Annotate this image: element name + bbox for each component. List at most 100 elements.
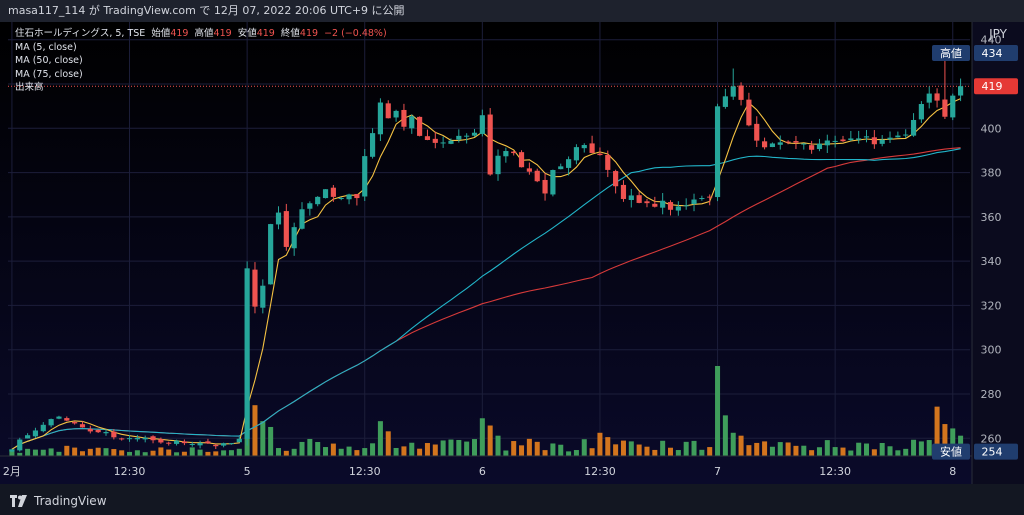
- volume-bar: [707, 447, 713, 456]
- volume-bar: [581, 439, 587, 456]
- candle-body: [417, 116, 423, 136]
- x-tick-label: 6: [479, 465, 486, 478]
- candle-body: [581, 145, 587, 149]
- volume-bar: [722, 415, 728, 456]
- candle-body: [173, 440, 180, 444]
- volume-bar: [730, 432, 736, 456]
- candle-body: [754, 123, 760, 141]
- candle-body: [448, 140, 454, 144]
- candle-body: [338, 197, 344, 199]
- low-marker: 254 安値: [932, 443, 1018, 460]
- candle-body: [613, 171, 619, 187]
- volume-bar: [119, 450, 125, 456]
- candle-body: [362, 156, 368, 197]
- candle-body: [197, 442, 203, 446]
- candle-body: [79, 424, 86, 428]
- candle-body: [111, 431, 117, 438]
- volume-bar: [464, 441, 470, 456]
- candlestick-chart[interactable]: JPY2602803003203403603804004204402月12:30…: [0, 22, 1024, 487]
- candle-body: [620, 184, 627, 199]
- volume-bar: [942, 424, 948, 456]
- candle-body: [573, 147, 580, 161]
- volume-bar: [181, 451, 187, 456]
- volume-bar: [111, 449, 117, 456]
- footer: TradingView: [0, 487, 1024, 515]
- volume-bar: [48, 448, 54, 456]
- candle-body: [879, 139, 885, 144]
- candle-body: [848, 138, 854, 141]
- y-tick-label: 260: [981, 432, 1002, 445]
- y-tick-label: 340: [981, 255, 1002, 268]
- candle-body: [589, 143, 595, 153]
- candle-body: [511, 151, 517, 154]
- price-axis-background: [972, 22, 1024, 484]
- candle-body: [863, 136, 870, 138]
- candle-body: [64, 418, 70, 421]
- volume-bar: [401, 446, 407, 456]
- candle-body: [699, 198, 705, 200]
- volume-bar: [440, 440, 446, 456]
- currency-label: JPY: [988, 27, 1008, 41]
- volume-bar: [221, 450, 227, 456]
- candle-series: [9, 53, 964, 452]
- candle-body: [958, 86, 964, 96]
- candle-body: [330, 187, 336, 197]
- volume-bar: [189, 447, 195, 456]
- volume-bar: [275, 448, 281, 456]
- volume-bar: [762, 441, 768, 456]
- low-marker-box: [974, 443, 1018, 460]
- volume-bar: [605, 437, 611, 456]
- attribution-text: masa117_114 が TradingView.com で 12月 07, …: [8, 4, 405, 17]
- candle-body: [816, 143, 823, 150]
- volume-bar: [895, 450, 901, 456]
- candle-body: [660, 200, 666, 208]
- volume-bar: [174, 452, 180, 456]
- candle-body: [918, 104, 924, 120]
- candle-body: [565, 159, 572, 168]
- volume-bar: [252, 405, 258, 456]
- candle-body: [801, 143, 807, 145]
- volume-bar: [346, 446, 352, 456]
- candle-body: [213, 444, 219, 447]
- volume-bar: [542, 450, 548, 456]
- volume-bar: [487, 425, 493, 456]
- volume-bar: [307, 438, 313, 456]
- last-price-badge-box: [974, 78, 1018, 95]
- volume-bar: [150, 450, 156, 456]
- volume-bar: [166, 449, 172, 456]
- candle-body: [714, 106, 721, 198]
- candle-body: [761, 141, 768, 148]
- volume-bar: [871, 449, 877, 456]
- y-tick-label: 400: [981, 122, 1002, 135]
- volume-bar: [573, 450, 579, 456]
- candle-body: [369, 133, 376, 157]
- volume-bar: [738, 435, 744, 456]
- high-marker-box: [974, 45, 1018, 61]
- volume-bar: [597, 432, 603, 456]
- tradingview-logo[interactable]: TradingView: [10, 487, 107, 515]
- volume-bar: [409, 442, 415, 456]
- volume-bar: [754, 442, 760, 456]
- volume-bar: [103, 448, 109, 456]
- volume-bar: [205, 451, 211, 456]
- candle-body: [769, 143, 776, 148]
- x-tick-label: 8: [949, 465, 956, 478]
- brand-text: TradingView: [34, 494, 107, 508]
- x-tick-label: 7: [714, 465, 721, 478]
- candle-body: [683, 205, 689, 207]
- ma5-line: [11, 98, 961, 450]
- y-tick-label: 320: [981, 299, 1002, 312]
- candle-body: [542, 179, 548, 194]
- candle-body: [440, 142, 446, 144]
- candle-body: [730, 86, 736, 97]
- candle-body: [346, 194, 352, 200]
- candle-body: [181, 441, 187, 444]
- volume-bar: [315, 442, 321, 456]
- candle-body: [25, 435, 31, 439]
- candle-body: [832, 140, 838, 142]
- candle-body: [456, 135, 462, 140]
- candle-body: [903, 134, 909, 136]
- candle-body: [40, 424, 46, 432]
- x-tick-label: 12:30: [114, 465, 146, 478]
- volume-bar: [370, 443, 376, 456]
